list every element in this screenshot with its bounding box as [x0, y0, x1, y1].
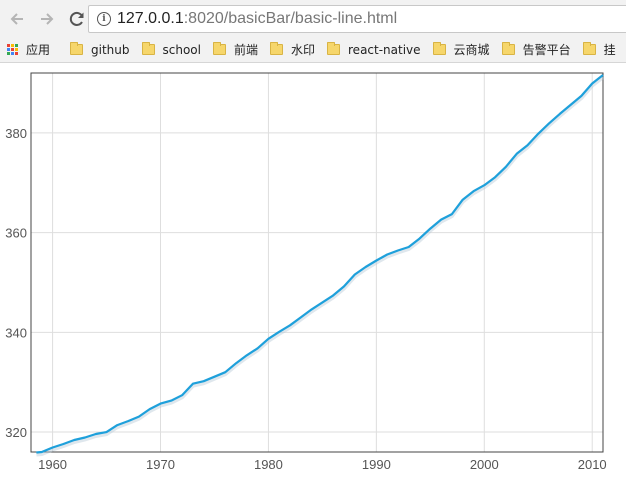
x-tick-label: 2010	[578, 457, 607, 472]
reload-button[interactable]	[64, 6, 90, 32]
x-tick-label: 1960	[38, 457, 67, 472]
y-tick-label: 360	[5, 226, 27, 241]
reload-icon	[69, 11, 84, 26]
folder-icon	[70, 42, 84, 55]
back-arrow-icon	[10, 12, 23, 25]
folder-icon	[432, 42, 446, 55]
bookmark-cloud-mall[interactable]: 云商城	[432, 41, 490, 58]
bookmark-frontend[interactable]: 前端	[212, 41, 258, 58]
forward-arrow-icon	[41, 12, 54, 25]
folder-icon	[270, 42, 283, 55]
url-path: :8020/basicBar/basic-line.html	[183, 10, 398, 27]
bookmark-school[interactable]: school	[141, 42, 201, 57]
browser-toolbar: i 127.0.0.1:8020/basicBar/basic-line.htm…	[0, 0, 626, 37]
bookmark-github[interactable]: github	[70, 42, 130, 57]
folder-icon	[327, 42, 341, 55]
x-tick-label: 2000	[470, 457, 499, 472]
bookmark-alert-platform[interactable]: 告警平台	[501, 41, 571, 58]
series-line-shadow	[36, 75, 605, 457]
folder-icon	[501, 42, 515, 55]
bookmark-label: 前端	[233, 43, 258, 57]
folder-icon	[212, 42, 226, 55]
apps-grid-icon	[7, 44, 18, 55]
series-line	[36, 74, 604, 454]
x-tick-label: 1970	[146, 457, 175, 472]
bookmark-label: 云商城	[453, 43, 490, 57]
y-tick-label: 320	[5, 425, 27, 440]
back-button[interactable]	[4, 6, 30, 32]
bookmark-label: 告警平台	[522, 43, 571, 57]
plot-frame	[30, 72, 604, 453]
bookmark-label: 应用	[26, 43, 51, 57]
bookmarks-bar: 应用 github school 前端 水印 react-native 云商城 …	[0, 37, 626, 63]
bookmark-watermark[interactable]: 水印	[270, 41, 315, 58]
url-text: 127.0.0.1:8020/basicBar/basic-line.html	[117, 10, 397, 28]
bookmark-apps[interactable]: 应用	[7, 41, 50, 58]
y-tick-label: 380	[5, 126, 27, 141]
forward-button[interactable]	[34, 6, 60, 32]
bookmark-label: github	[91, 42, 130, 57]
bookmark-overflow[interactable]: 挂	[582, 41, 616, 58]
line-chart: 1960 1970 1980 1990 2000 2010 320 340 360 380	[0, 63, 626, 490]
y-tick-label: 340	[5, 325, 27, 340]
bookmark-label: school	[162, 42, 201, 57]
folder-icon	[582, 42, 596, 55]
bookmark-label: 水印	[291, 43, 316, 57]
x-tick-label: 1990	[362, 457, 391, 472]
bookmark-label: 挂	[603, 43, 616, 57]
x-tick-label: 1980	[254, 457, 283, 472]
info-icon[interactable]: i	[97, 12, 111, 26]
folder-icon	[141, 42, 155, 55]
bookmark-label: react-native	[348, 42, 421, 57]
url-host: 127.0.0.1	[117, 10, 184, 27]
line-chart-svg: 1960 1970 1980 1990 2000 2010 320 340 360 380	[5, 72, 607, 472]
address-bar[interactable]: i 127.0.0.1:8020/basicBar/basic-line.htm…	[88, 5, 626, 33]
bookmark-react-native[interactable]: react-native	[327, 42, 421, 57]
